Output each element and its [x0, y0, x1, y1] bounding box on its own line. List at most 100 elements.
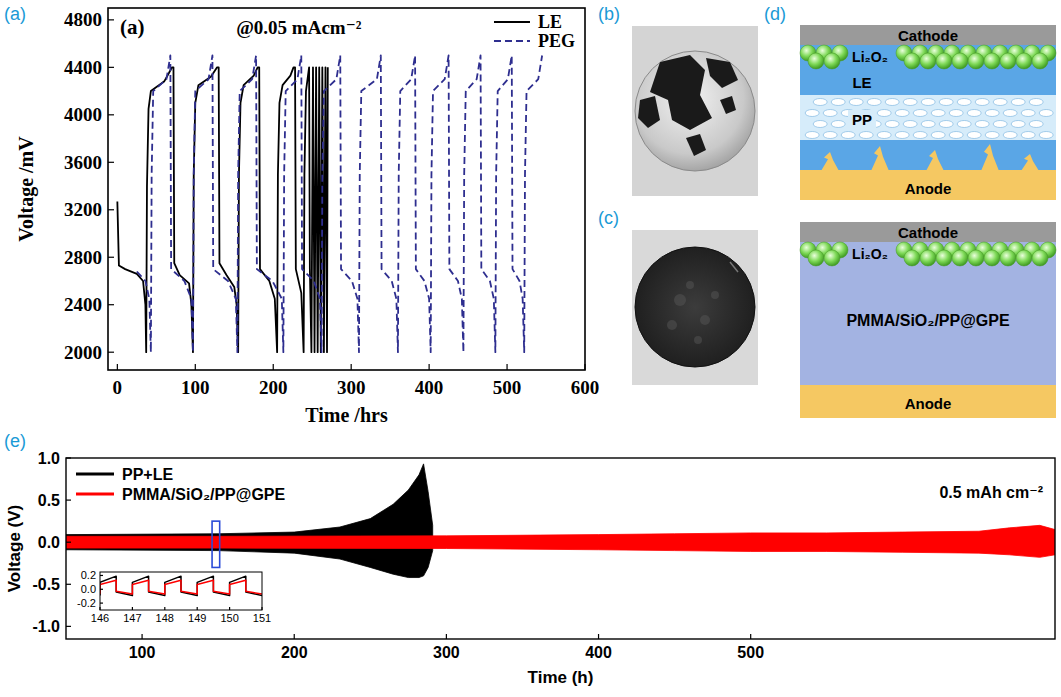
pore [1039, 110, 1053, 117]
tick [66, 499, 71, 500]
tick-label: -0.5 [32, 576, 60, 593]
tick-label: 150 [220, 612, 238, 624]
tick [197, 607, 198, 610]
li2o2-particle [1032, 53, 1048, 69]
tick-label: 300 [433, 644, 460, 661]
li2o2-particle [920, 53, 936, 69]
crack [730, 262, 738, 272]
tick-label: -1.0 [32, 618, 60, 635]
diagram-label: LE [852, 74, 871, 91]
tick [750, 634, 751, 639]
pore [1021, 110, 1035, 117]
tick [108, 209, 114, 210]
deposit [720, 96, 736, 114]
li2o2-particle [904, 250, 920, 266]
pore [939, 99, 953, 106]
pore [957, 121, 971, 128]
photo-c [632, 230, 758, 385]
pore [823, 132, 837, 139]
pore [1021, 132, 1035, 139]
texture [667, 320, 677, 330]
li2o2-particle [952, 53, 968, 69]
band [66, 464, 433, 578]
axis-title: Voltage (V) [5, 505, 24, 593]
li2o2-particle [952, 250, 968, 266]
pore [985, 132, 999, 139]
tick [273, 364, 274, 370]
li2o2-particle [824, 53, 840, 69]
diagram-bottom: CathodeLi₂O₂PMMA/SiO₂/PP@GPEAnode [800, 222, 1056, 418]
texture [700, 315, 710, 325]
dendrite [871, 146, 889, 171]
pore [913, 110, 927, 117]
axis-title: Voltage /mV [15, 136, 38, 242]
li2o2-particle [1032, 250, 1048, 266]
texture [694, 336, 702, 344]
pp-layer [800, 95, 1056, 140]
tick-label: 4800 [64, 9, 102, 30]
chart-title: (a) [120, 15, 145, 39]
tick-label: 151 [253, 612, 271, 624]
pore [895, 110, 909, 117]
figure: (a)(b)(c)(d)(e)0100200300400500600200024… [0, 0, 1061, 697]
pore [1011, 99, 1025, 106]
pore [975, 121, 989, 128]
pore [813, 99, 827, 106]
pore [949, 132, 963, 139]
tick [117, 364, 118, 370]
li2o2-particle [808, 53, 824, 69]
tick-label: 200 [259, 377, 288, 398]
tick-label: -0.2 [77, 597, 96, 609]
tick [66, 457, 71, 458]
tick [108, 257, 114, 258]
pore [903, 99, 917, 106]
li2o2-particle [984, 53, 1000, 69]
li2o2-particle [1000, 53, 1016, 69]
legend-swatch [494, 40, 530, 42]
tick [100, 575, 103, 576]
pore [975, 99, 989, 106]
li2o2-particle [808, 250, 824, 266]
tick [108, 162, 114, 163]
tick-label: 146 [91, 612, 109, 624]
tick [506, 364, 507, 370]
chart-0: 0100200300400500600200024002800320036004… [15, 8, 599, 426]
line [100, 576, 262, 595]
plot-data [66, 464, 1055, 578]
tick-label: 0.5 [38, 492, 60, 509]
legend-swatch [76, 473, 114, 476]
tick [108, 304, 114, 305]
legend: PP+LEPMMA/SiO₂/PP@GPE [76, 466, 286, 503]
pore [885, 99, 899, 106]
tick [164, 607, 165, 610]
li2o2-particle [920, 250, 936, 266]
plot-data [100, 576, 262, 595]
li2o2-particle [1016, 250, 1032, 266]
pore [967, 110, 981, 117]
tick-label: 0.0 [81, 583, 96, 595]
plot-frame [100, 572, 262, 610]
subtitle: @0.05 mAcm⁻² [236, 17, 362, 38]
tick [100, 589, 103, 590]
pore [895, 132, 909, 139]
li2o2-particle [968, 53, 984, 69]
tick-label: 2800 [64, 247, 102, 268]
pore [805, 132, 819, 139]
tick [195, 364, 196, 370]
tick [108, 19, 114, 20]
tick-label: 400 [415, 377, 444, 398]
annotation: 0.5 mAh cm⁻² [939, 484, 1043, 501]
tick-label: 0 [113, 377, 123, 398]
pore [877, 132, 891, 139]
tick-label: 149 [188, 612, 206, 624]
tick-label: 1.0 [38, 450, 60, 467]
dendrite [1021, 154, 1039, 171]
pore [1003, 132, 1017, 139]
pore [903, 121, 917, 128]
tick-label: 148 [156, 612, 174, 624]
deposit [638, 96, 660, 128]
pore [949, 110, 963, 117]
photo-ground [632, 26, 758, 196]
line [100, 580, 262, 594]
tick-label: 4000 [64, 104, 102, 125]
